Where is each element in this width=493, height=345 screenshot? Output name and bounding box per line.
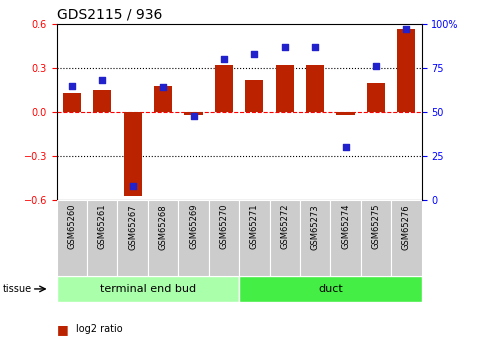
Point [220, 57, 228, 62]
Bar [63, 93, 81, 112]
Text: terminal end bud: terminal end bud [100, 284, 196, 294]
Bar [87, 200, 117, 276]
Bar [239, 200, 270, 276]
Bar [397, 29, 416, 112]
Text: GSM65273: GSM65273 [311, 204, 319, 249]
Text: GSM65270: GSM65270 [219, 204, 228, 249]
Point [372, 63, 380, 69]
Bar [330, 200, 361, 276]
Point [68, 83, 76, 89]
Text: GSM65268: GSM65268 [159, 204, 168, 249]
Bar [93, 90, 111, 112]
Bar [148, 200, 178, 276]
Point [342, 145, 350, 150]
Point [311, 44, 319, 50]
Bar [178, 200, 209, 276]
Text: GSM65260: GSM65260 [68, 204, 76, 249]
Point [250, 51, 258, 57]
Bar [124, 112, 142, 196]
Bar [117, 200, 148, 276]
Text: GSM65261: GSM65261 [98, 204, 107, 249]
Point [189, 113, 197, 118]
Text: GSM65267: GSM65267 [128, 204, 137, 249]
Text: GSM65271: GSM65271 [250, 204, 259, 249]
Point [402, 27, 410, 32]
Bar [300, 200, 330, 276]
Bar [367, 83, 385, 112]
Bar [391, 200, 422, 276]
Text: tissue: tissue [2, 284, 32, 294]
Text: GSM65276: GSM65276 [402, 204, 411, 249]
Text: GSM65272: GSM65272 [280, 204, 289, 249]
Bar [209, 200, 239, 276]
Text: GSM65275: GSM65275 [371, 204, 381, 249]
Text: GSM65274: GSM65274 [341, 204, 350, 249]
Text: ■: ■ [57, 323, 69, 336]
Text: duct: duct [318, 284, 343, 294]
Bar [276, 65, 294, 112]
Bar [361, 200, 391, 276]
Point [98, 78, 106, 83]
Bar [336, 112, 354, 115]
Bar [215, 65, 233, 112]
Text: GSM65269: GSM65269 [189, 204, 198, 249]
Point [281, 44, 288, 50]
Point [129, 183, 137, 189]
Bar [306, 65, 324, 112]
Bar [154, 86, 172, 112]
Bar [239, 276, 422, 302]
Text: GDS2115 / 936: GDS2115 / 936 [57, 8, 162, 22]
Text: ■: ■ [57, 344, 69, 345]
Bar [270, 200, 300, 276]
Text: log2 ratio: log2 ratio [76, 325, 123, 334]
Bar [245, 80, 263, 112]
Point [159, 85, 167, 90]
Bar [184, 112, 203, 115]
Bar [57, 276, 239, 302]
Bar [57, 200, 87, 276]
